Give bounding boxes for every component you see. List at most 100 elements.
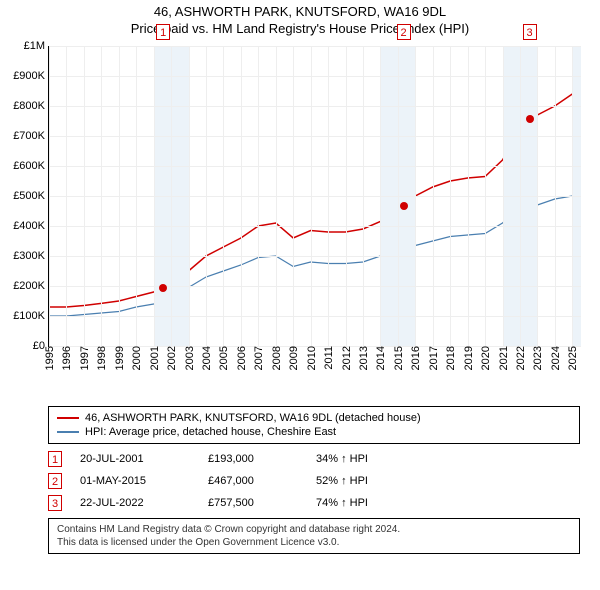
x-axis-label: 2025 <box>565 346 579 370</box>
gridline-v <box>433 46 434 346</box>
gridline-v <box>101 46 102 346</box>
gridline-v <box>276 46 277 346</box>
x-axis-label: 2011 <box>321 346 335 370</box>
sales-row-price: £757,500 <box>208 497 298 509</box>
x-axis-label: 2021 <box>496 346 510 370</box>
sales-row: 120-JUL-2001£193,00034% ↑ HPI <box>48 448 580 470</box>
sales-row-num: 2 <box>48 473 62 489</box>
title-subtitle: Price paid vs. HM Land Registry's House … <box>0 21 600 38</box>
x-axis-label: 2024 <box>548 346 562 370</box>
sales-row-date: 20-JUL-2001 <box>80 453 190 465</box>
gridline-v <box>328 46 329 346</box>
sales-row-pct: 34% ↑ HPI <box>316 453 426 465</box>
legend-row: HPI: Average price, detached house, Ches… <box>57 425 571 439</box>
gridline-v <box>572 46 573 346</box>
gridline-v <box>258 46 259 346</box>
gridline-v <box>171 46 172 346</box>
x-axis-label: 2015 <box>391 346 405 370</box>
sales-table: 120-JUL-2001£193,00034% ↑ HPI201-MAY-201… <box>48 448 580 514</box>
legend-label: HPI: Average price, detached house, Ches… <box>85 426 336 438</box>
gridline-v <box>293 46 294 346</box>
gridline-v <box>84 46 85 346</box>
gridline-h <box>49 316 581 317</box>
x-axis-label: 2002 <box>164 346 178 370</box>
y-axis-label: £800K <box>13 100 49 112</box>
x-axis-label: 2006 <box>234 346 248 370</box>
y-axis-label: £600K <box>13 160 49 172</box>
x-axis-label: 1996 <box>59 346 73 370</box>
attribution-line-2: This data is licensed under the Open Gov… <box>57 536 571 549</box>
gridline-v <box>154 46 155 346</box>
attribution-box: Contains HM Land Registry data © Crown c… <box>48 518 580 554</box>
gridline-v <box>537 46 538 346</box>
gridline-v <box>136 46 137 346</box>
gridline-v <box>450 46 451 346</box>
sales-row-date: 22-JUL-2022 <box>80 497 190 509</box>
gridline-v <box>520 46 521 346</box>
chart-container: 46, ASHWORTH PARK, KNUTSFORD, WA16 9DL P… <box>0 0 600 554</box>
x-axis-label: 2018 <box>443 346 457 370</box>
sales-row-pct: 74% ↑ HPI <box>316 497 426 509</box>
x-axis-label: 2007 <box>251 346 265 370</box>
gridline-v <box>119 46 120 346</box>
x-axis-label: 2003 <box>182 346 196 370</box>
x-axis-label: 1999 <box>112 346 126 370</box>
sale-marker-box: 1 <box>156 24 170 40</box>
x-axis-label: 1997 <box>77 346 91 370</box>
sales-row-price: £467,000 <box>208 475 298 487</box>
x-axis-label: 2020 <box>478 346 492 370</box>
gridline-v <box>346 46 347 346</box>
sale-marker-box: 3 <box>523 24 537 40</box>
gridline-v <box>206 46 207 346</box>
y-axis-label: £500K <box>13 190 49 202</box>
y-axis-label: £700K <box>13 130 49 142</box>
y-axis-label: £200K <box>13 280 49 292</box>
attribution-line-1: Contains HM Land Registry data © Crown c… <box>57 523 571 536</box>
gridline-h <box>49 136 581 137</box>
sales-row-price: £193,000 <box>208 453 298 465</box>
y-axis-label: £1M <box>24 40 49 52</box>
y-axis-label: £300K <box>13 250 49 262</box>
sales-row-pct: 52% ↑ HPI <box>316 475 426 487</box>
gridline-h <box>49 196 581 197</box>
gridline-v <box>468 46 469 346</box>
gridline-h <box>49 106 581 107</box>
legend-row: 46, ASHWORTH PARK, KNUTSFORD, WA16 9DL (… <box>57 411 571 425</box>
x-axis-label: 1995 <box>42 346 56 370</box>
x-axis-label: 2012 <box>339 346 353 370</box>
sale-dot <box>400 202 408 210</box>
sales-row-date: 01-MAY-2015 <box>80 475 190 487</box>
gridline-v <box>49 46 50 346</box>
x-axis-label: 2001 <box>147 346 161 370</box>
x-axis-label: 2008 <box>269 346 283 370</box>
title-address: 46, ASHWORTH PARK, KNUTSFORD, WA16 9DL <box>0 4 600 21</box>
gridline-v <box>223 46 224 346</box>
x-axis-label: 2004 <box>199 346 213 370</box>
gridline-h <box>49 166 581 167</box>
gridline-h <box>49 256 581 257</box>
x-axis-label: 2022 <box>513 346 527 370</box>
x-axis-label: 2010 <box>304 346 318 370</box>
y-axis-label: £400K <box>13 220 49 232</box>
gridline-v <box>485 46 486 346</box>
legend-box: 46, ASHWORTH PARK, KNUTSFORD, WA16 9DL (… <box>48 406 580 444</box>
gridline-v <box>241 46 242 346</box>
x-axis-label: 2019 <box>461 346 475 370</box>
title-block: 46, ASHWORTH PARK, KNUTSFORD, WA16 9DL P… <box>0 0 600 40</box>
x-axis-label: 2017 <box>426 346 440 370</box>
chart-area: £0£100K£200K£300K£400K£500K£600K£700K£80… <box>0 40 600 400</box>
x-axis-label: 2000 <box>129 346 143 370</box>
x-axis-label: 2009 <box>286 346 300 370</box>
sales-row: 3 22-JUL-2022 £757,500 74% ↑ HPI <box>48 492 580 514</box>
sales-row-num: 3 <box>48 495 62 511</box>
sales-row: 2 01-MAY-2015 £467,000 52% ↑ HPI <box>48 470 580 492</box>
x-axis-label: 1998 <box>94 346 108 370</box>
gridline-v <box>398 46 399 346</box>
gridline-h <box>49 46 581 47</box>
legend-swatch <box>57 417 79 419</box>
x-axis-label: 2014 <box>373 346 387 370</box>
gridline-h <box>49 226 581 227</box>
sale-marker-box: 2 <box>397 24 411 40</box>
sale-dot <box>159 284 167 292</box>
plot-area: £0£100K£200K£300K£400K£500K£600K£700K£80… <box>48 46 581 347</box>
